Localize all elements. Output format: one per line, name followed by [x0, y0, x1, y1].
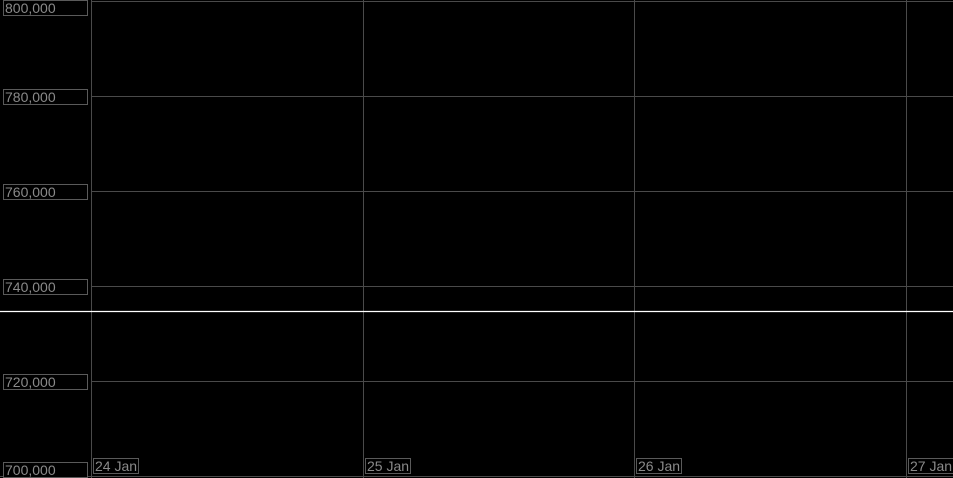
y-tick-label: 800,000: [3, 0, 88, 16]
y-tick-label: 700,000: [3, 462, 88, 478]
x-tick-label: 27 Jan: [908, 458, 953, 474]
y-tick-label: 740,000: [3, 278, 88, 295]
y-tick-label: 760,000: [3, 183, 88, 200]
x-tick-label: 26 Jan: [636, 458, 683, 474]
y-tick-label: 780,000: [3, 88, 88, 105]
x-tick-label: 25 Jan: [365, 458, 412, 474]
x-tick-label: 24 Jan: [93, 458, 140, 474]
y-tick-label: 720,000: [3, 373, 88, 390]
